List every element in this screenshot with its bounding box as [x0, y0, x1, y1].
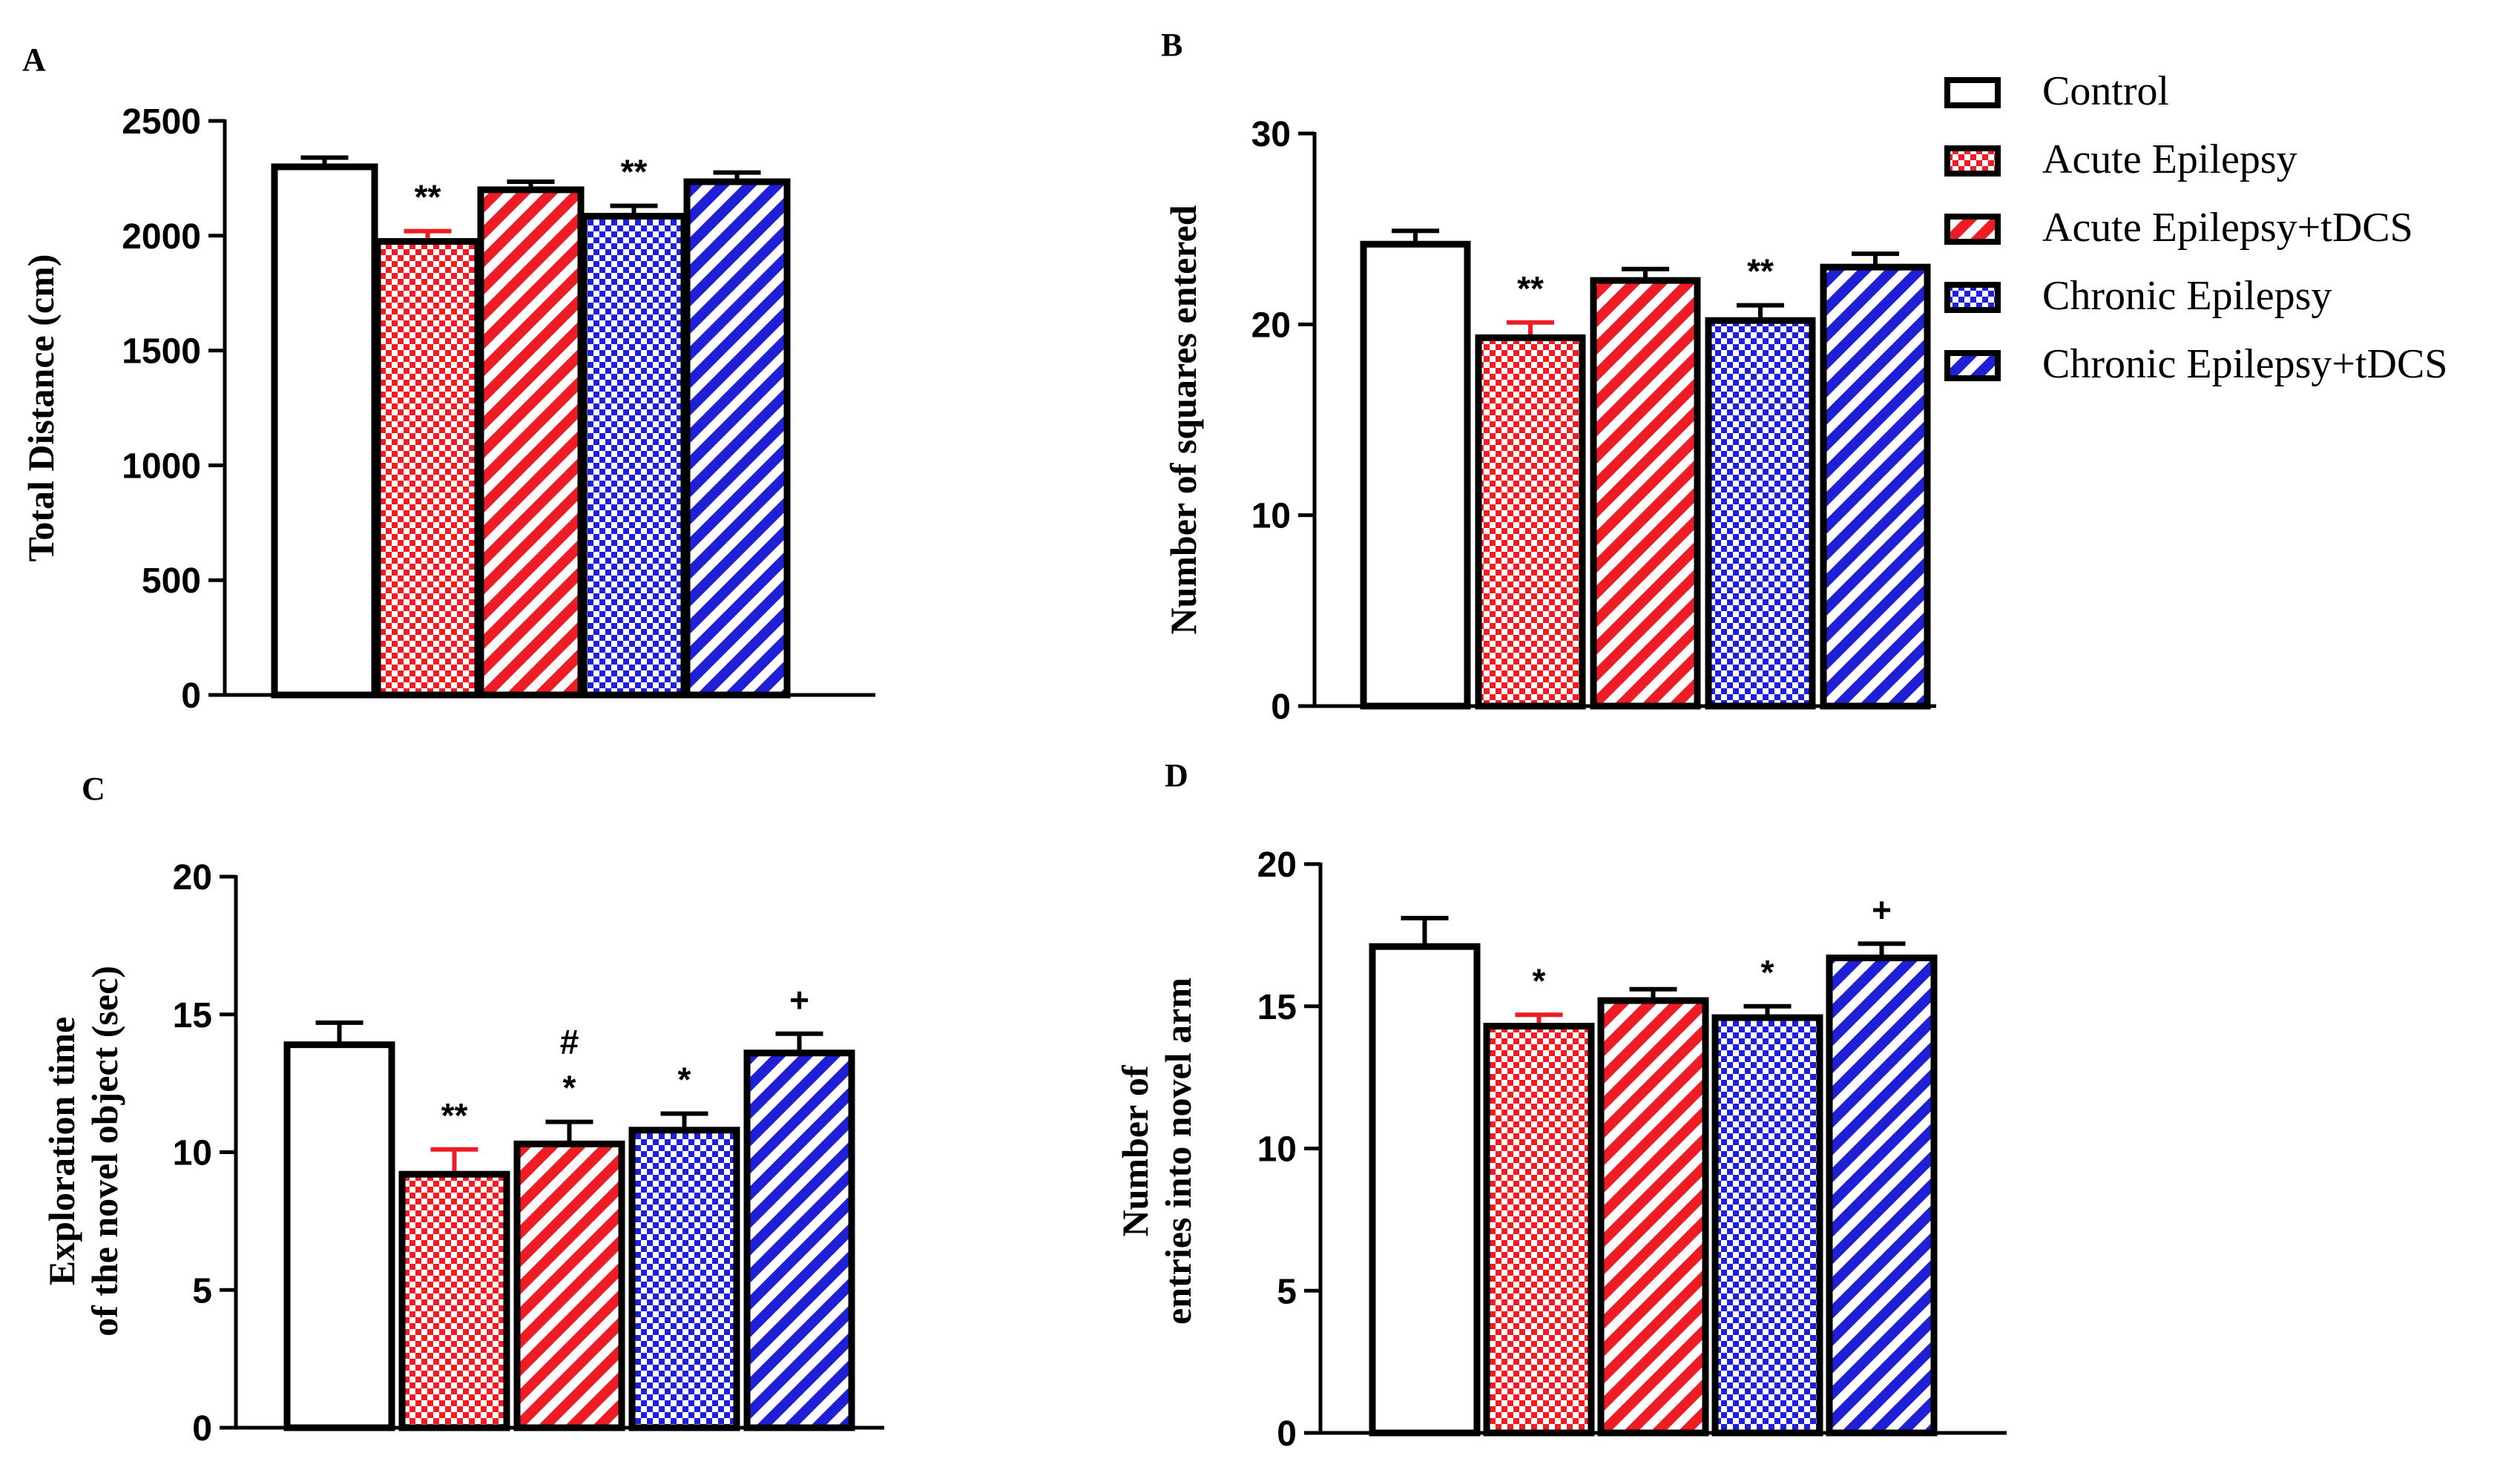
y-tick-label: 0: [181, 676, 201, 716]
y-tick-label: 1000: [122, 446, 201, 486]
legend-label: Chronic Epilepsy+tDCS: [2042, 341, 2447, 387]
significance-marker: *: [1761, 953, 1774, 992]
panel-a: A 0 500 1000 1500 2000 2500 Total Distance (cm)…: [20, 42, 875, 716]
significance-marker: *: [1533, 961, 1546, 1000]
y-tick-label: 10: [1251, 497, 1291, 536]
y-tick-label: 2500: [122, 102, 201, 142]
panel-b: B 0 10 20 30 Number of squares entered ** **: [1161, 27, 1936, 727]
legend-label: Acute Epilepsy+tDCS: [2042, 205, 2413, 251]
y-tick-label: 10: [1257, 1130, 1297, 1170]
bar-control: [283, 1041, 395, 1431]
bar-chronic-epilepsy-tdcs: [1820, 263, 1931, 710]
bar-control: [271, 163, 378, 699]
legend-swatch: [1944, 350, 2001, 381]
significance-marker: *: [563, 1069, 576, 1107]
y-tick-label: 15: [173, 996, 212, 1035]
y-axis-label: Exploration timeof the novel object (sec…: [41, 966, 125, 1336]
y-tick-label: 2000: [122, 217, 201, 257]
panel-letter: A: [22, 42, 46, 78]
legend-swatch: [1944, 77, 2001, 108]
panel-c: C 0 5 10 15 20 Exploration timeof the novel ob…: [41, 771, 884, 1448]
y-tick-label: 0: [1277, 1414, 1297, 1454]
y-tick-label: 5: [192, 1271, 212, 1311]
significance-marker: **: [441, 1096, 468, 1135]
bar-chronic-epilepsy-tdcs: [1826, 955, 1938, 1437]
y-tick-label: 10: [173, 1134, 212, 1173]
bar-acute-epilepsy: [1475, 334, 1586, 710]
significance-marker: #: [560, 1023, 579, 1061]
legend-label: Chronic Epilepsy: [2042, 273, 2332, 319]
panel-letter: D: [1165, 757, 1188, 794]
panel-letter: C: [82, 771, 105, 807]
y-tick-label: 500: [142, 561, 201, 601]
legend-label: Control: [2042, 68, 2169, 114]
bar-chronic-epilepsy-tdcs: [683, 178, 791, 699]
panel-d: D 0 5 10 15 20 Number ofentries into novel arm…: [1114, 757, 2007, 1454]
y-axis-label: Total Distance (cm): [20, 254, 62, 562]
bar-acute-epilepsy: [398, 1170, 510, 1431]
significance-marker: **: [1517, 269, 1544, 308]
bar-chronic-epilepsy: [628, 1127, 740, 1431]
y-tick-label: 30: [1251, 115, 1291, 154]
y-tick-label: 20: [1251, 306, 1291, 345]
bar-acute-epilepsy-tdcs: [1597, 997, 1709, 1437]
significance-marker: **: [1747, 252, 1774, 291]
bar-acute-epilepsy: [1483, 1023, 1595, 1437]
legend-label: Acute Epilepsy: [2042, 136, 2297, 182]
bar-chronic-epilepsy: [1711, 1014, 1823, 1437]
bar-acute-epilepsy-tdcs: [477, 186, 585, 699]
y-tick-label: 1500: [122, 332, 201, 372]
legend-swatch: [1944, 214, 2001, 245]
y-tick-label: 0: [1271, 688, 1291, 727]
y-axis-label: Number of squares entered: [1162, 205, 1204, 634]
y-tick-label: 5: [1277, 1272, 1297, 1311]
significance-marker: +: [789, 980, 809, 1019]
bar-acute-epilepsy-tdcs: [1590, 277, 1701, 710]
significance-marker: *: [678, 1060, 691, 1098]
bar-acute-epilepsy-tdcs: [513, 1140, 625, 1431]
bar-chronic-epilepsy-tdcs: [743, 1049, 855, 1431]
bar-chronic-epilepsy: [580, 212, 688, 699]
panel-letter: B: [1161, 27, 1182, 63]
legend: Control Acute Epilepsy Acute Epilepsy+tDCS…: [1944, 68, 2447, 387]
y-tick-label: 0: [192, 1409, 212, 1448]
bar-acute-epilepsy: [374, 238, 481, 699]
significance-marker: +: [1872, 890, 1892, 929]
bar-control: [1369, 943, 1481, 1437]
legend-swatch: [1944, 145, 2001, 177]
bar-control: [1360, 240, 1471, 710]
significance-marker: **: [415, 178, 441, 217]
legend-swatch: [1944, 282, 2001, 313]
y-axis-label: Number ofentries into novel arm: [1114, 978, 1199, 1325]
y-tick-label: 20: [1257, 846, 1297, 885]
significance-marker: **: [621, 153, 648, 191]
y-tick-label: 15: [1257, 988, 1297, 1027]
bar-chronic-epilepsy: [1705, 317, 1816, 710]
y-tick-label: 20: [173, 858, 212, 897]
